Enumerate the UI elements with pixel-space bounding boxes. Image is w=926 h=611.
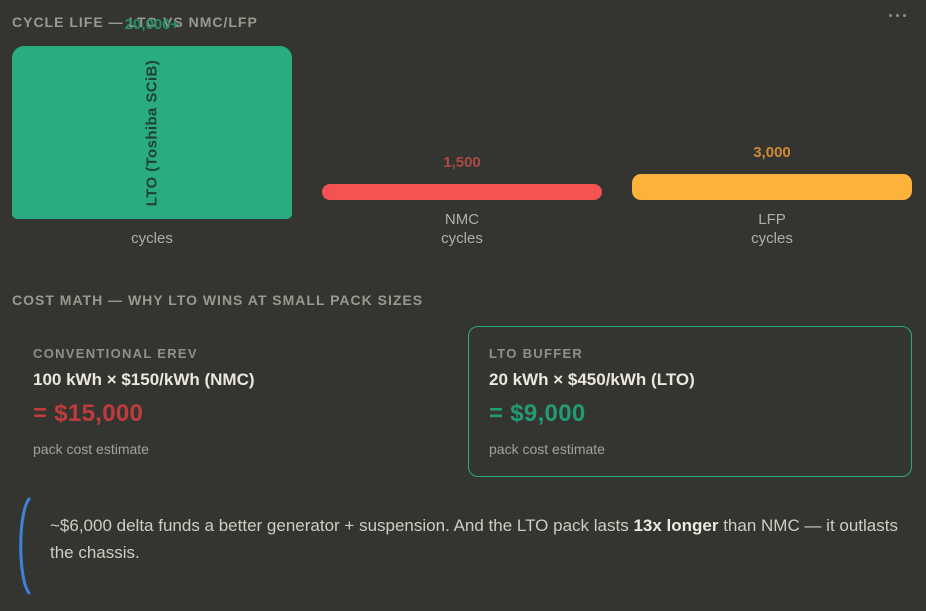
bar-tick-label-lfp: LFP cycles [632,210,912,248]
dot [903,14,906,17]
bar-inner-label-lto: LTO (Toshiba SCiB) [143,59,161,206]
cycle-life-bar-chart: 20,000+ LTO (Toshiba SCiB) cycles 1,500 … [12,8,912,248]
note-callout: ~$6,000 delta funds a better generator +… [12,496,912,595]
bar-tick-label-lto: cycles [12,229,292,248]
card-label: LTO BUFFER [489,346,584,361]
note-text-after: than NMC — it outlasts the chassis. [50,516,898,562]
card-formula: 20 kWh × $450/kWh (LTO) [489,370,695,389]
note-text-before: ~$6,000 delta funds a better generator +… [50,516,634,535]
note-text-bold: 13x longer [633,516,719,535]
bar-lto: LTO (Toshiba SCiB) [12,46,292,219]
dot [896,14,899,17]
bar-group-lto: 20,000+ LTO (Toshiba SCiB) cycles [12,16,292,248]
card-total: = $9,000 [489,400,586,427]
dashboard-panel: CYCLE LIFE — LTO VS NMC/LFP 20,000+ LTO … [12,8,912,595]
cost-section-title: COST MATH — WHY LTO WINS AT SMALL PACK S… [12,292,424,308]
tick-line: cycles [131,230,173,247]
chart-section-title: CYCLE LIFE — LTO VS NMC/LFP [12,14,258,30]
dot [889,14,892,17]
conventional-erev-card: CONVENTIONAL EREV 100 kWh × $150/kWh (NM… [12,326,456,477]
bar-value-label-lto: 20,000+ [124,16,180,33]
cost-cards-row: CONVENTIONAL EREV 100 kWh × $150/kWh (NM… [12,326,912,477]
card-subtext: pack cost estimate [489,441,605,457]
panel-header: CYCLE LIFE — LTO VS NMC/LFP [12,14,910,30]
tick-line: cycles [751,230,793,247]
bar-group-lfp: 3,000 LFP cycles [632,144,912,248]
bar-value-label-lfp: 3,000 [753,144,791,161]
card-total: = $15,000 [33,400,144,427]
bar-tick-label-nmc: NMC cycles [322,210,602,248]
card-formula: 100 kWh × $150/kWh (NMC) [33,370,255,389]
bar-nmc [322,184,602,200]
tick-line: LFP [758,211,786,228]
tick-line: cycles [441,230,483,247]
lto-buffer-card: LTO BUFFER 20 kWh × $450/kWh (LTO) = $9,… [468,326,912,477]
bar-value-label-nmc: 1,500 [443,154,481,171]
overflow-menu-icon[interactable] [885,10,910,21]
card-subtext: pack cost estimate [33,441,149,457]
tick-line: NMC [444,211,480,228]
card-label: CONVENTIONAL EREV [33,346,198,361]
note-text: ~$6,000 delta funds a better generator +… [50,512,902,566]
bar-group-nmc: 1,500 NMC cycles [322,154,602,248]
bar-lfp [632,174,912,200]
brace-icon [19,497,31,595]
